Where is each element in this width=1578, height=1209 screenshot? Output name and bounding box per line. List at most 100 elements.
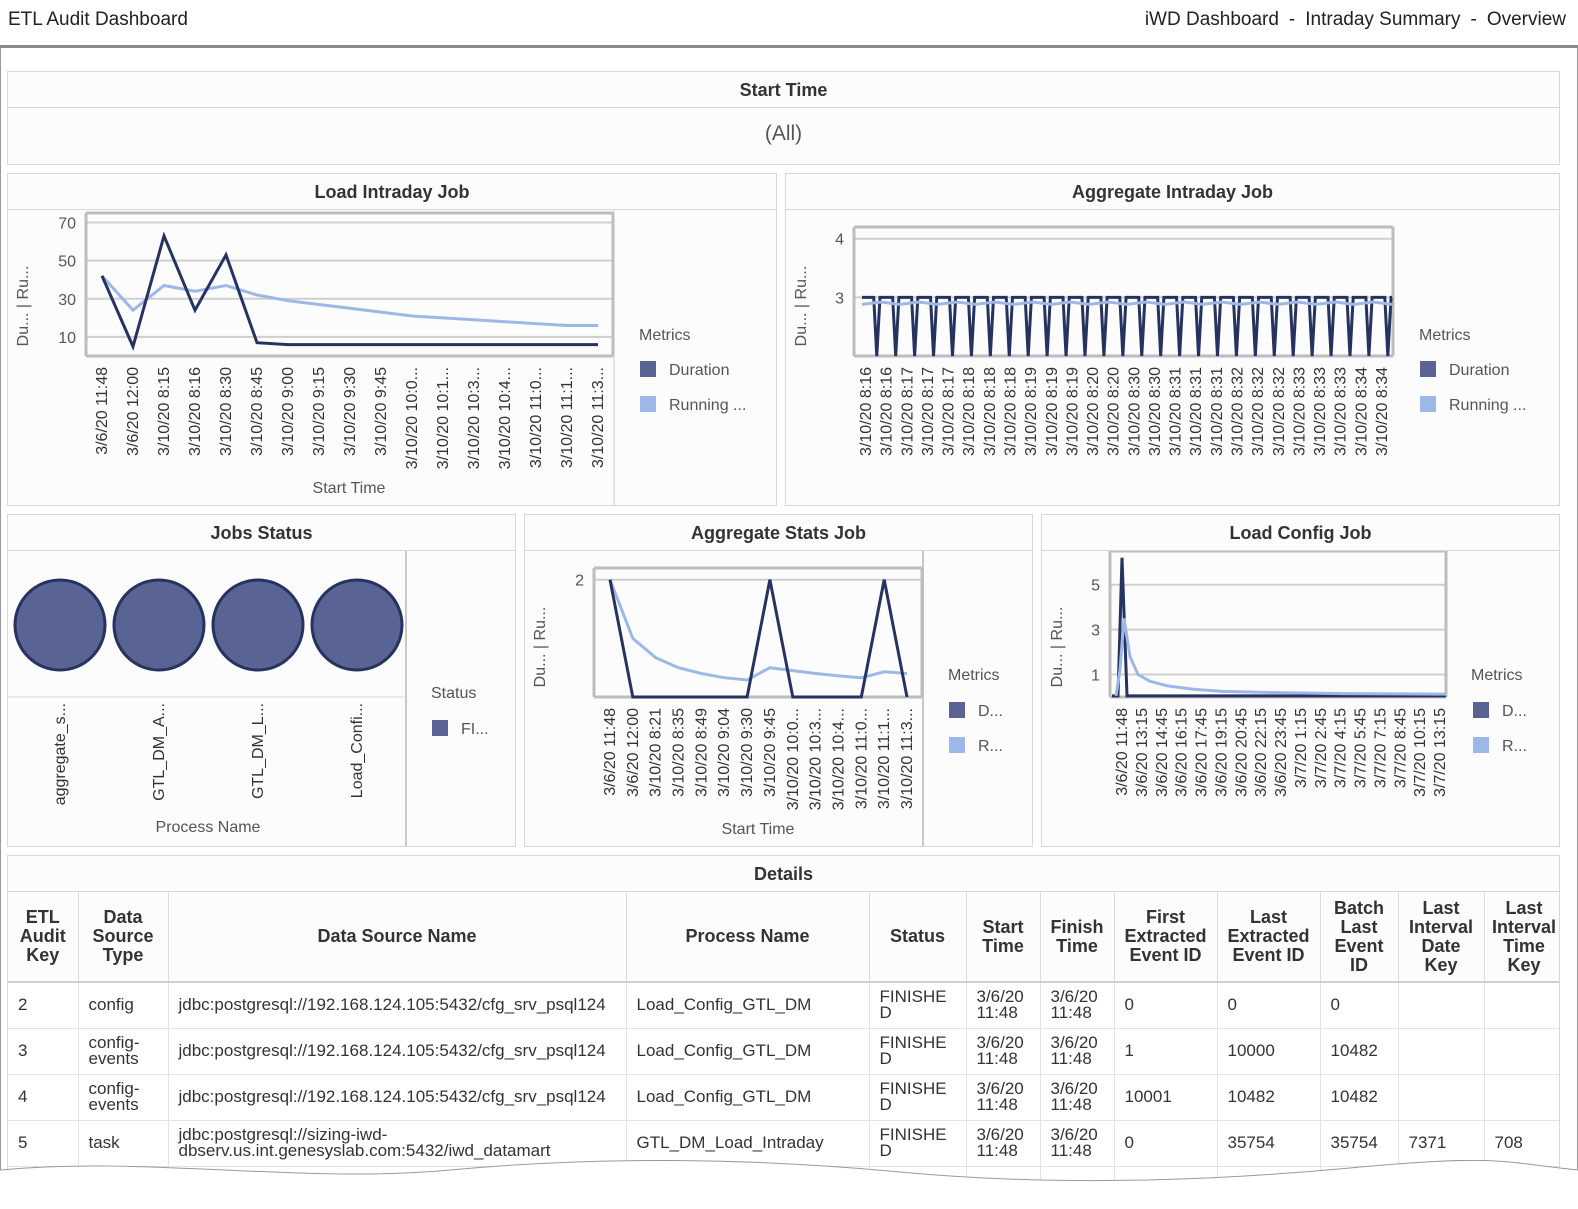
table-cell: 2 bbox=[8, 982, 79, 1029]
table-cell: Load_Config_GTL_DM bbox=[626, 1074, 870, 1121]
x-tick-label: 3/10/20 8:34 bbox=[1353, 367, 1370, 456]
legend-item-duration[interactable]: D... bbox=[1502, 703, 1527, 720]
table-cell: 35754 bbox=[1217, 1120, 1321, 1167]
top-bar: ETL Audit Dashboard iWD Dashboard - Intr… bbox=[0, 0, 1578, 48]
column-header[interactable]: Last Interval Date Key bbox=[1398, 892, 1485, 983]
table-row[interactable]: 2 config jdbc:postgresql://192.168.124.105… bbox=[8, 982, 1559, 1029]
table-cell: 10000 bbox=[1217, 1028, 1321, 1075]
table-cell: config-events bbox=[78, 1074, 169, 1121]
duration-series-line bbox=[862, 295, 1393, 357]
x-tick-label: 3/10/20 11:1... bbox=[876, 708, 893, 809]
chart-title: Jobs Status bbox=[8, 515, 515, 551]
table-row[interactable]: 3 config-events jdbc:postgresql://192.168.… bbox=[8, 1028, 1559, 1075]
column-header[interactable]: Data Source Name bbox=[168, 892, 627, 983]
filter-title: Start Time bbox=[8, 72, 1559, 108]
status-circle-1 bbox=[13, 578, 107, 672]
table-cell: Load_Config_GTL_DM bbox=[626, 982, 870, 1029]
legend-swatch-finished bbox=[432, 720, 448, 736]
status-circle-3 bbox=[211, 578, 305, 672]
legend-item-finished[interactable]: FI... bbox=[461, 721, 489, 738]
breadcrumb-separator: - bbox=[1288, 9, 1296, 30]
x-tick-label: 3/10/20 8:20 bbox=[1085, 367, 1102, 456]
start-time-filter[interactable]: Start Time (All) bbox=[7, 71, 1560, 165]
table-cell: 3/6/20 11:48 bbox=[1040, 1074, 1115, 1121]
breadcrumb-item-iwd-dashboard[interactable]: iWD Dashboard bbox=[1144, 9, 1279, 30]
table-cell: Load_Config_GTL_DM bbox=[626, 1028, 870, 1075]
column-header[interactable]: Data Source Type bbox=[78, 892, 169, 983]
x-tick-label: 3/6/20 16:15 bbox=[1174, 708, 1191, 797]
x-tick-label: 3/7/20 2:45 bbox=[1313, 708, 1330, 788]
x-tick-label: 3/6/20 13:15 bbox=[1134, 708, 1151, 797]
x-tick-label: 3/10/20 8:32 bbox=[1250, 367, 1267, 456]
column-header[interactable]: Last Interval Time Key bbox=[1484, 892, 1559, 983]
column-header[interactable]: Start Time bbox=[966, 892, 1041, 983]
column-header[interactable]: First Extracted Event ID bbox=[1114, 892, 1218, 983]
aggregate-stats-chart: Du... | Ru... Start Time Metrics D... R.… bbox=[532, 551, 1003, 846]
filter-value[interactable]: (All) bbox=[764, 122, 803, 145]
app-title: ETL Audit Dashboard bbox=[8, 9, 188, 30]
x-tick-label: aggregate_s... bbox=[52, 703, 69, 805]
jobs-status-panel: Jobs Status Process Name Status FI... ag… bbox=[7, 514, 516, 847]
legend-item-running[interactable]: Running ... bbox=[1449, 397, 1526, 414]
table-cell: 35754 bbox=[1320, 1120, 1399, 1167]
legend-item-running[interactable]: Running ... bbox=[669, 397, 746, 414]
breadcrumb-separator: - bbox=[1470, 9, 1477, 30]
duration-series-line bbox=[1112, 557, 1446, 698]
x-tick-label: GTL_DM_A... bbox=[151, 703, 168, 801]
legend-item-duration[interactable]: Duration bbox=[1449, 362, 1509, 379]
y-tick-label: 3 bbox=[835, 290, 844, 307]
table-row[interactable]: 4 config-events jdbc:postgresql://192.168.… bbox=[8, 1074, 1559, 1121]
x-tick-label: 3/6/20 19:15 bbox=[1213, 708, 1230, 797]
table-cell bbox=[1398, 982, 1485, 1029]
table-cell: 7371 bbox=[1398, 1120, 1485, 1167]
legend-item-running[interactable]: R... bbox=[978, 738, 1003, 755]
table-cell: 3/6/20 11:48 bbox=[966, 1074, 1041, 1121]
x-tick-label: 3/6/20 11:48 bbox=[94, 367, 111, 455]
column-header[interactable]: Last Extracted Event ID bbox=[1217, 892, 1321, 983]
x-tick-label: 3/6/20 11:48 bbox=[1114, 708, 1131, 796]
y-tick-label: 5 bbox=[1091, 578, 1100, 595]
x-tick-label: 3/10/20 8:30 bbox=[1147, 367, 1164, 456]
table-row[interactable]: 5 task jdbc:postgresql://sizing-iwd-dbserv… bbox=[8, 1120, 1559, 1167]
details-table: ETL Audit Key Data Source Type Data Sour… bbox=[8, 892, 1559, 1208]
x-tick-label: 3/6/20 12:00 bbox=[125, 367, 142, 456]
x-tick-label: 3/10/20 11:3... bbox=[899, 708, 916, 809]
x-tick-label: 3/10/20 10:3... bbox=[808, 708, 825, 810]
load-config-chart: Du... | Ru... Metrics D... R... 5 3 1 3/6/2… bbox=[1049, 551, 1527, 797]
legend-item-duration[interactable]: Duration bbox=[669, 362, 729, 379]
table-cell: config bbox=[78, 982, 169, 1029]
breadcrumb-item-overview[interactable]: Overview bbox=[1486, 9, 1566, 30]
column-header[interactable]: Finish Time bbox=[1040, 892, 1115, 983]
column-header[interactable]: Status bbox=[869, 892, 967, 983]
legend-swatch-running bbox=[1473, 737, 1489, 753]
details-title: Details bbox=[8, 856, 1559, 892]
x-tick-label: 3/10/20 8:30 bbox=[1126, 367, 1143, 456]
x-tick-label: 3/6/20 23:45 bbox=[1273, 708, 1290, 797]
x-tick-label: 3/7/20 4:15 bbox=[1333, 708, 1350, 788]
table-cell: config-events bbox=[78, 1028, 169, 1075]
table-cell: 0 bbox=[1217, 982, 1321, 1029]
chart-title: Aggregate Intraday Job bbox=[786, 174, 1559, 210]
y-tick-label: 30 bbox=[58, 292, 76, 309]
column-header[interactable]: Process Name bbox=[626, 892, 870, 983]
x-tick-label: 3/10/20 8:32 bbox=[1230, 367, 1247, 456]
x-tick-label: 3/10/20 8:16 bbox=[187, 367, 204, 456]
y-tick-label: 3 bbox=[1091, 623, 1100, 640]
column-header[interactable]: ETL Audit Key bbox=[8, 892, 79, 983]
legend-swatch-duration bbox=[1473, 702, 1489, 718]
legend-swatch-duration bbox=[949, 702, 965, 718]
table-cell: 3/6/20 11:48 bbox=[966, 1028, 1041, 1075]
x-tick-label: 3/10/20 8:35 bbox=[671, 708, 688, 797]
legend-item-duration[interactable]: D... bbox=[978, 703, 1003, 720]
x-tick-label: 3/10/20 9:15 bbox=[311, 367, 328, 456]
breadcrumb-item-intraday-summary[interactable]: Intraday Summary bbox=[1305, 9, 1461, 30]
load-intraday-job-panel: Load Intraday Job Du... | Ru... Start Ti… bbox=[7, 173, 777, 506]
table-cell bbox=[1398, 1028, 1485, 1075]
legend-swatch-running bbox=[949, 737, 965, 753]
legend-item-running[interactable]: R... bbox=[1502, 738, 1527, 755]
table-cell: 4 bbox=[8, 1074, 79, 1121]
column-header[interactable]: Batch Last Event ID bbox=[1320, 892, 1399, 983]
x-tick-label: 3/7/20 1:15 bbox=[1293, 708, 1310, 788]
x-tick-label: 3/7/20 8:45 bbox=[1392, 708, 1409, 788]
chart-title: Aggregate Stats Job bbox=[525, 515, 1032, 551]
